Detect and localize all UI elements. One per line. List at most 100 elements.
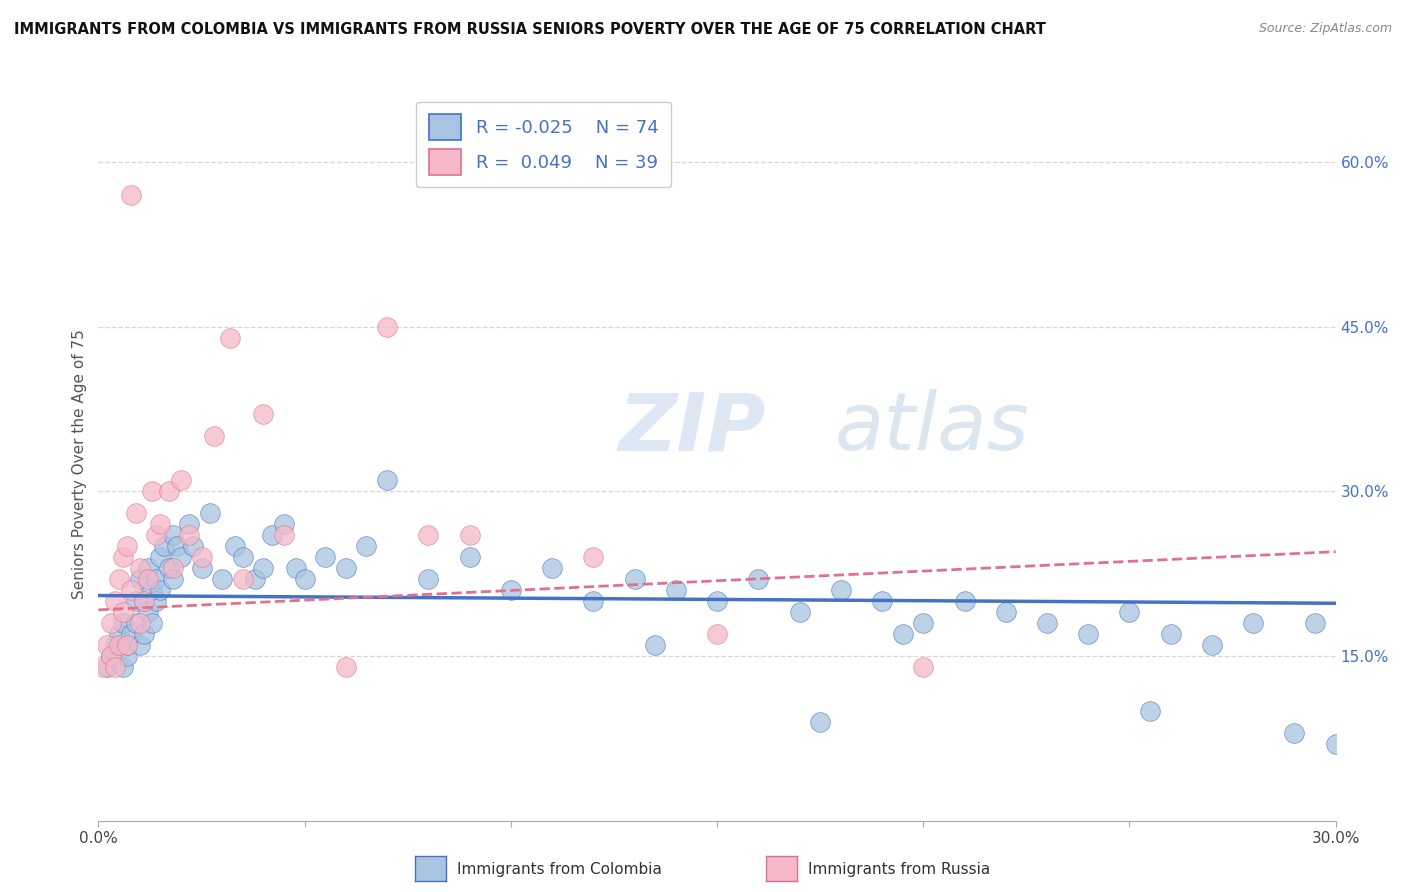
Point [224,539,246,553]
Point [141,583,163,598]
Point [665,583,688,598]
Point [117,638,139,652]
Point [285,561,308,575]
Point [1139,704,1161,718]
Point [120,187,142,202]
Point [789,605,811,619]
Point [117,648,139,663]
Point [179,528,201,542]
Point [375,473,398,487]
Text: Immigrants from Colombia: Immigrants from Colombia [457,863,662,877]
Point [112,550,135,565]
Point [120,627,142,641]
Point [181,539,204,553]
Point [96,660,118,674]
Text: Immigrants from Russia: Immigrants from Russia [808,863,991,877]
Point [120,583,142,598]
Point [96,638,118,652]
Point [1284,726,1306,740]
Point [294,572,316,586]
Point [149,517,172,532]
Text: atlas: atlas [835,389,1029,467]
Point [1201,638,1223,652]
Point [128,638,150,652]
Point [179,517,201,532]
Point [912,615,935,630]
Point [91,660,114,674]
Point [1160,627,1182,641]
Point [136,561,159,575]
Point [994,605,1017,619]
Point [100,648,122,663]
Point [136,605,159,619]
Point [252,408,274,422]
Point [252,561,274,575]
Point [418,528,440,542]
Point [166,539,188,553]
Point [190,550,212,565]
Point [124,506,146,520]
Point [623,572,645,586]
Point [117,638,139,652]
Point [335,561,357,575]
Point [112,615,135,630]
Point [145,572,167,586]
Point [747,572,769,586]
Point [145,594,167,608]
Point [644,638,666,652]
Point [870,594,893,608]
Text: Source: ZipAtlas.com: Source: ZipAtlas.com [1258,22,1392,36]
Y-axis label: Seniors Poverty Over the Age of 75: Seniors Poverty Over the Age of 75 [72,329,87,599]
Point [198,506,221,520]
Point [243,572,266,586]
Point [190,561,212,575]
Point [108,638,131,652]
Point [912,660,935,674]
Point [458,550,481,565]
Point [112,660,135,674]
Point [112,605,135,619]
Point [149,550,172,565]
Point [706,627,728,641]
Text: IMMIGRANTS FROM COLOMBIA VS IMMIGRANTS FROM RUSSIA SENIORS POVERTY OVER THE AGE : IMMIGRANTS FROM COLOMBIA VS IMMIGRANTS F… [14,22,1046,37]
Point [149,583,172,598]
Point [153,539,176,553]
Point [124,594,146,608]
Point [202,429,225,443]
Point [582,594,605,608]
Point [128,572,150,586]
Point [141,484,163,499]
Point [157,484,180,499]
Point [808,714,831,729]
Point [132,594,155,608]
Point [104,594,127,608]
Point [1118,605,1140,619]
Point [1303,615,1326,630]
Legend: R = -0.025    N = 74, R =  0.049    N = 39: R = -0.025 N = 74, R = 0.049 N = 39 [416,102,671,187]
Point [145,528,167,542]
Point [124,615,146,630]
Point [136,572,159,586]
Point [104,660,127,674]
Point [100,648,122,663]
Point [108,572,131,586]
Point [170,473,193,487]
Point [891,627,914,641]
Point [108,627,131,641]
Point [273,528,295,542]
Point [375,319,398,334]
Point [162,572,184,586]
Point [1077,627,1099,641]
Point [100,615,122,630]
Point [1036,615,1059,630]
Point [132,627,155,641]
Point [157,561,180,575]
Point [1324,737,1347,751]
Point [541,561,564,575]
Point [128,561,150,575]
Point [117,539,139,553]
Point [582,550,605,565]
Point [170,550,193,565]
Point [141,615,163,630]
Point [162,528,184,542]
